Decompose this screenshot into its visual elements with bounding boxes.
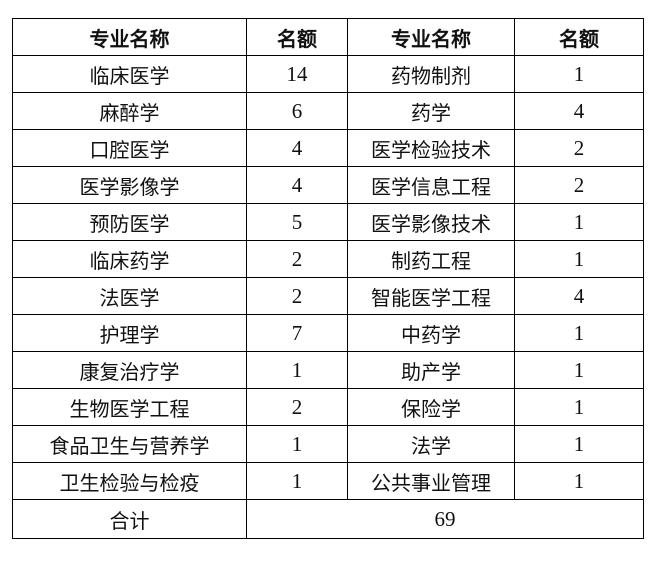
quota-value: 1 [246,425,348,463]
major-name: 中药学 [347,314,515,352]
table-row: 卫生检验与检疫 1 公共事业管理 1 [12,462,644,500]
quota-value: 14 [246,55,348,93]
major-name: 护理学 [12,314,247,352]
table-row: 护理学 7 中药学 1 [12,314,644,352]
major-name: 口腔医学 [12,129,247,167]
major-name: 保险学 [347,388,515,426]
major-name: 医学检验技术 [347,129,515,167]
major-name: 法学 [347,425,515,463]
major-name: 临床药学 [12,240,247,278]
major-name: 药物制剂 [347,55,515,93]
table-row: 医学影像学 4 医学信息工程 2 [12,166,644,204]
table-row: 临床药学 2 制药工程 1 [12,240,644,278]
major-name: 生物医学工程 [12,388,247,426]
quota-value: 6 [246,92,348,130]
major-name: 法医学 [12,277,247,315]
major-name: 预防医学 [12,203,247,241]
quota-value: 1 [514,351,644,389]
major-name: 麻醉学 [12,92,247,130]
major-name: 卫生检验与检疫 [12,462,247,500]
major-name: 医学信息工程 [347,166,515,204]
quota-value: 1 [246,351,348,389]
major-name: 智能医学工程 [347,277,515,315]
table-row: 临床医学 14 药物制剂 1 [12,55,644,93]
quota-value: 1 [514,314,644,352]
quota-value: 2 [514,129,644,167]
quota-value: 7 [246,314,348,352]
quota-value: 1 [246,462,348,500]
table-row: 麻醉学 6 药学 4 [12,92,644,130]
quota-value: 1 [514,203,644,241]
major-name: 临床医学 [12,55,247,93]
table-row: 口腔医学 4 医学检验技术 2 [12,129,644,167]
table-row: 食品卫生与营养学 1 法学 1 [12,425,644,463]
table-row: 预防医学 5 医学影像技术 1 [12,203,644,241]
header-major: 专业名称 [347,18,515,56]
major-name: 公共事业管理 [347,462,515,500]
quota-value: 4 [246,166,348,204]
major-name: 医学影像学 [12,166,247,204]
quota-value: 4 [246,129,348,167]
total-label: 合计 [12,499,247,539]
quota-value: 4 [514,92,644,130]
table-row: 生物医学工程 2 保险学 1 [12,388,644,426]
table-row: 法医学 2 智能医学工程 4 [12,277,644,315]
quota-value: 2 [514,166,644,204]
table-row: 康复治疗学 1 助产学 1 [12,351,644,389]
quota-value: 5 [246,203,348,241]
quota-value: 1 [514,388,644,426]
header-row: 专业名称 名额 专业名称 名额 [12,18,644,56]
major-name: 药学 [347,92,515,130]
major-name: 医学影像技术 [347,203,515,241]
major-name: 助产学 [347,351,515,389]
total-row: 合计 69 [12,499,644,539]
quota-value: 1 [514,55,644,93]
quota-value: 2 [246,388,348,426]
total-value: 69 [246,499,644,539]
header-major: 专业名称 [12,18,247,56]
major-name: 制药工程 [347,240,515,278]
quota-table: 专业名称 名额 专业名称 名额 临床医学 14 药物制剂 1 麻醉学 6 药学 4 口腔医学 4 医… [12,18,644,539]
quota-value: 2 [246,240,348,278]
quota-value: 4 [514,277,644,315]
quota-value: 2 [246,277,348,315]
major-name: 康复治疗学 [12,351,247,389]
major-name: 食品卫生与营养学 [12,425,247,463]
header-quota: 名额 [514,18,644,56]
header-quota: 名额 [246,18,348,56]
quota-value: 1 [514,462,644,500]
quota-value: 1 [514,425,644,463]
quota-value: 1 [514,240,644,278]
